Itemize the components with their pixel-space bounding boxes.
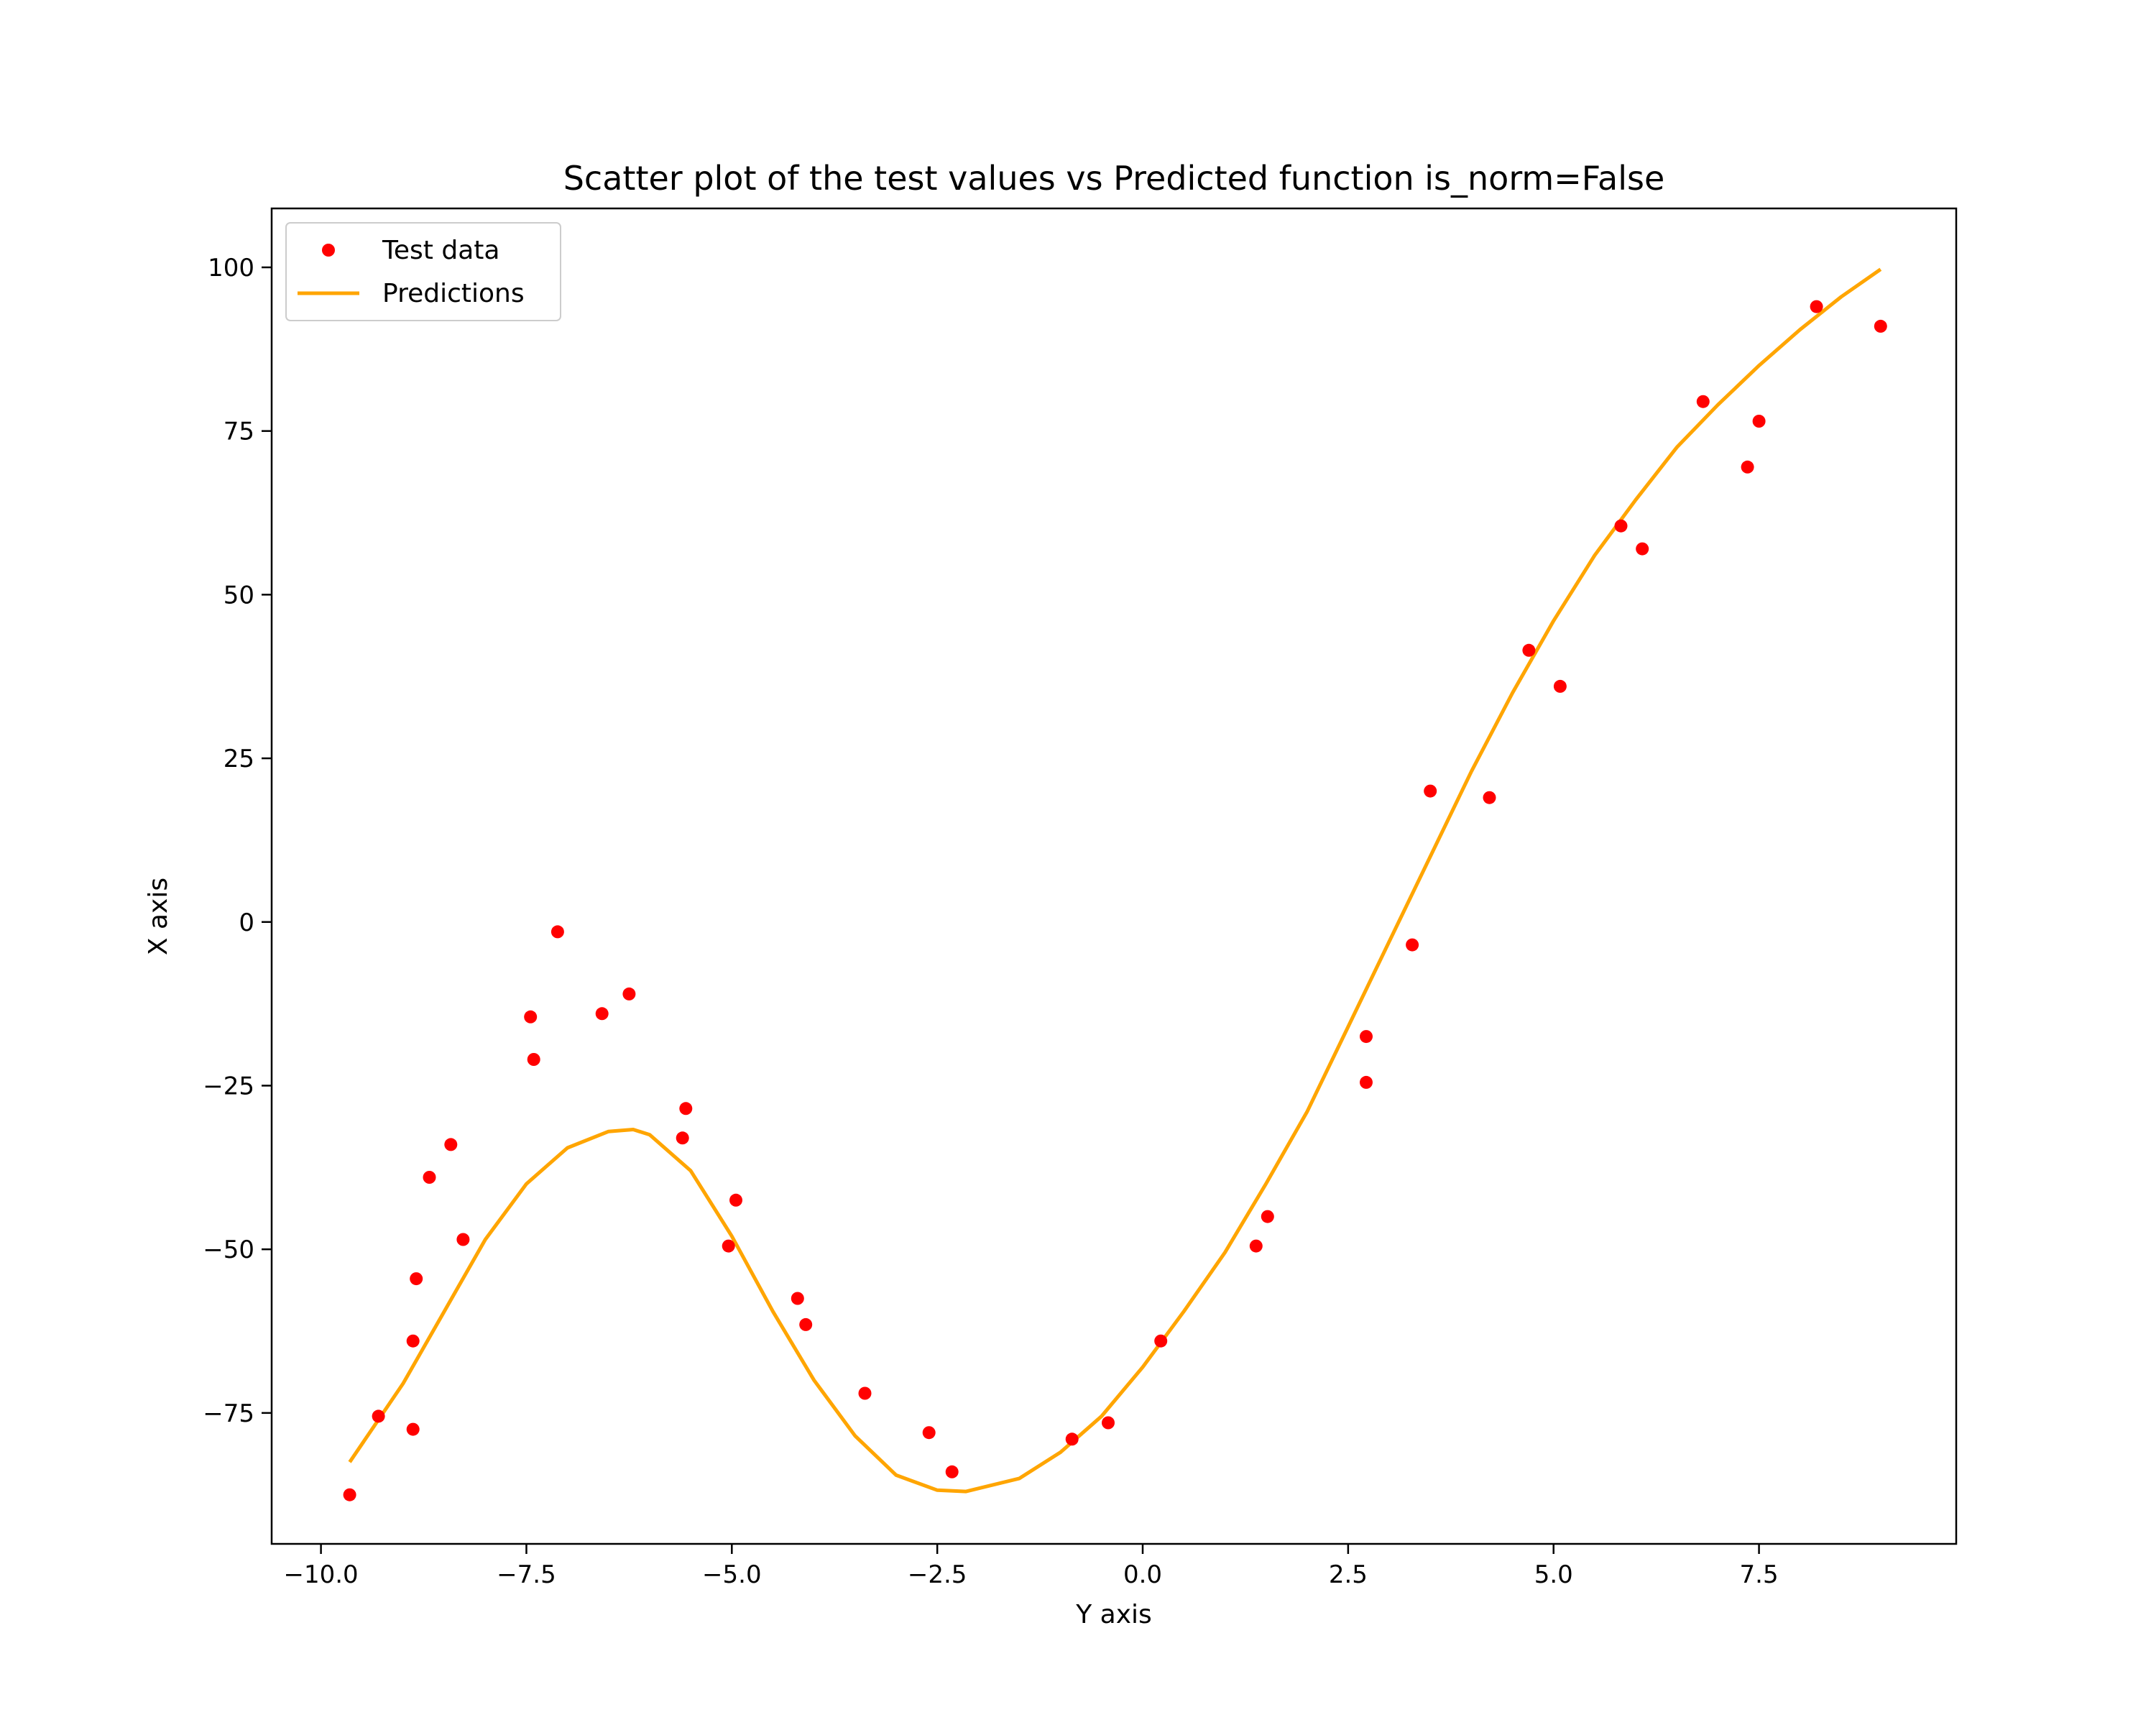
y-tick-label: 50	[224, 581, 254, 610]
test-data-point	[722, 1239, 735, 1253]
legend-label-predictions: Predictions	[382, 279, 525, 308]
test-data-point	[1360, 1075, 1373, 1089]
test-data-point	[622, 987, 636, 1000]
legend-marker-test-data	[322, 244, 335, 257]
test-data-point	[343, 1488, 356, 1501]
test-data-point	[456, 1233, 470, 1246]
test-data-point	[406, 1334, 420, 1348]
test-data-point	[527, 1053, 540, 1066]
legend: Test data Predictions	[285, 222, 561, 321]
x-tick-label: 7.5	[1740, 1560, 1779, 1589]
x-tick-label: −10.0	[284, 1560, 359, 1589]
test-data-point	[676, 1131, 689, 1145]
test-data-point	[679, 1102, 693, 1116]
y-tick-label: 100	[208, 254, 254, 282]
legend-box	[285, 222, 561, 321]
test-data-point	[1522, 643, 1536, 657]
test-data-point	[1741, 460, 1754, 474]
x-tick-label: 5.0	[1534, 1560, 1573, 1589]
test-data-point	[444, 1138, 458, 1151]
y-axis-ticks: −75 −50 −25 0 25 50 75 100	[203, 254, 272, 1428]
x-tick-label: −7.5	[497, 1560, 556, 1589]
y-tick-label: 25	[224, 745, 254, 773]
test-data-point	[1424, 784, 1437, 798]
test-data-point	[945, 1465, 959, 1478]
test-data-point	[799, 1317, 813, 1331]
y-axis-label: X axis	[144, 878, 173, 955]
y-tick-label: 0	[239, 908, 254, 937]
y-tick-label: −75	[203, 1399, 254, 1428]
test-data-point	[1636, 542, 1649, 556]
axes-frame	[270, 207, 1958, 1545]
test-data-point	[1810, 300, 1823, 313]
prediction-line	[348, 267, 1882, 1494]
test-data-point	[858, 1386, 872, 1400]
test-data-point	[1553, 679, 1567, 693]
plot-area	[270, 207, 1958, 1545]
test-data-point	[1360, 1030, 1373, 1044]
test-data-point	[550, 925, 564, 939]
test-data-point	[1154, 1334, 1168, 1348]
test-data-point	[1249, 1239, 1263, 1253]
test-data-point	[406, 1422, 420, 1436]
test-data-point	[1261, 1210, 1274, 1223]
x-tick-label: −2.5	[908, 1560, 967, 1589]
test-data-point	[1752, 415, 1766, 428]
test-data-point	[791, 1292, 804, 1305]
x-tick-label: 2.5	[1329, 1560, 1368, 1589]
y-tick-label: −50	[203, 1236, 254, 1264]
test-data-point	[1102, 1416, 1115, 1430]
test-data-point	[1065, 1432, 1079, 1446]
test-data-point	[1696, 395, 1710, 408]
test-data-point	[1614, 519, 1628, 533]
test-data-point	[922, 1426, 936, 1440]
legend-label-test-data: Test data	[382, 236, 499, 265]
test-data-point	[595, 1007, 609, 1021]
test-data-point	[1483, 791, 1496, 804]
y-tick-label: 75	[224, 418, 254, 446]
test-data-point	[1406, 938, 1419, 952]
test-data-point	[423, 1171, 436, 1184]
test-data-point	[729, 1193, 742, 1207]
test-data-point	[410, 1272, 423, 1286]
chart-title: Scatter plot of the test values vs Predi…	[563, 159, 1665, 198]
x-axis-label: Y axis	[1075, 1600, 1152, 1629]
x-axis-ticks: −10.0 −7.5 −5.0 −2.5 0.0 2.5 5.0 7.5	[284, 1544, 1779, 1589]
y-tick-label: −25	[203, 1072, 254, 1100]
test-data-point	[372, 1409, 385, 1423]
x-tick-label: −5.0	[702, 1560, 762, 1589]
test-data-point	[1874, 319, 1887, 333]
x-tick-label: 0.0	[1123, 1560, 1162, 1589]
test-data-point	[524, 1010, 538, 1024]
